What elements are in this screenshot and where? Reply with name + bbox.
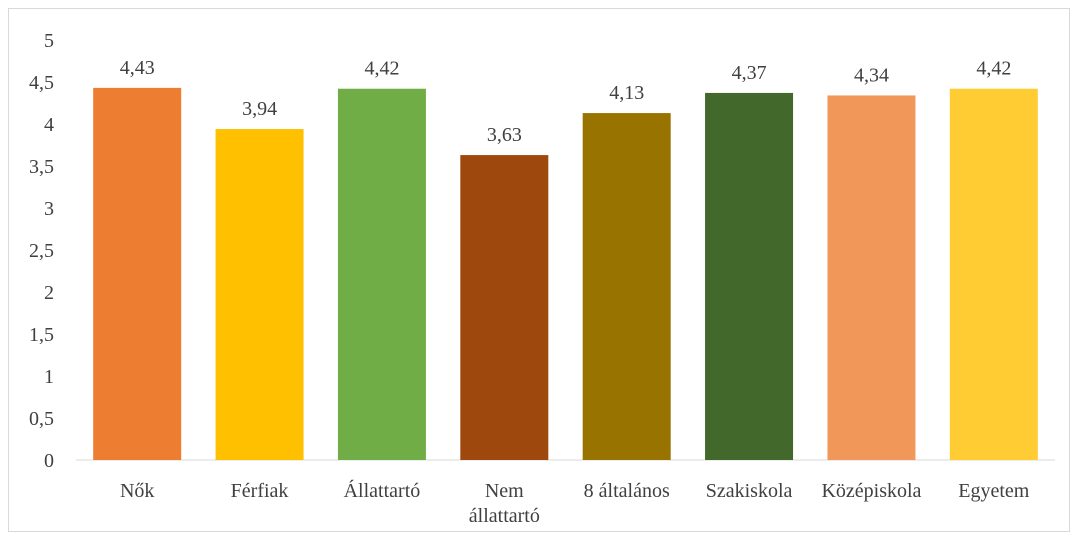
y-tick-label: 3 (44, 198, 54, 220)
bar (949, 88, 1038, 460)
category-label: állattartó (469, 505, 540, 527)
data-label: 4,13 (609, 82, 644, 104)
y-tick-label: 0 (44, 450, 54, 472)
category-label: Szakiskola (706, 480, 793, 502)
data-label: 3,94 (242, 98, 277, 120)
y-tick-label: 0,5 (29, 408, 54, 430)
bar (93, 87, 182, 460)
data-label: 4,34 (854, 64, 889, 86)
y-tick-label: 3,5 (29, 156, 54, 178)
y-tick-label: 2,5 (29, 240, 54, 262)
data-label: 4,37 (732, 62, 767, 84)
y-tick-label: 1 (44, 366, 54, 388)
category-label: Állattartó (344, 479, 421, 502)
category-label: Középiskola (821, 480, 921, 502)
y-tick-label: 4,5 (29, 72, 54, 94)
y-tick-label: 2 (44, 282, 54, 304)
category-label: Nem (485, 480, 524, 502)
category-label: 8 általános (584, 480, 670, 502)
bar (705, 92, 794, 461)
y-tick-label: 5 (44, 30, 54, 52)
bar (827, 95, 916, 460)
category-label: Nők (120, 480, 154, 502)
data-label: 4,42 (976, 58, 1011, 80)
bar (337, 88, 426, 460)
category-label: Egyetem (958, 480, 1030, 502)
data-label: 3,63 (487, 124, 522, 146)
category-label: Férfiak (231, 480, 289, 502)
bar (460, 155, 549, 460)
bar (215, 129, 304, 461)
y-tick-label: 1,5 (29, 324, 54, 346)
data-label: 4,43 (120, 57, 155, 79)
data-label: 4,42 (364, 58, 399, 80)
bar (582, 113, 671, 460)
y-tick-label: 4 (44, 114, 54, 136)
